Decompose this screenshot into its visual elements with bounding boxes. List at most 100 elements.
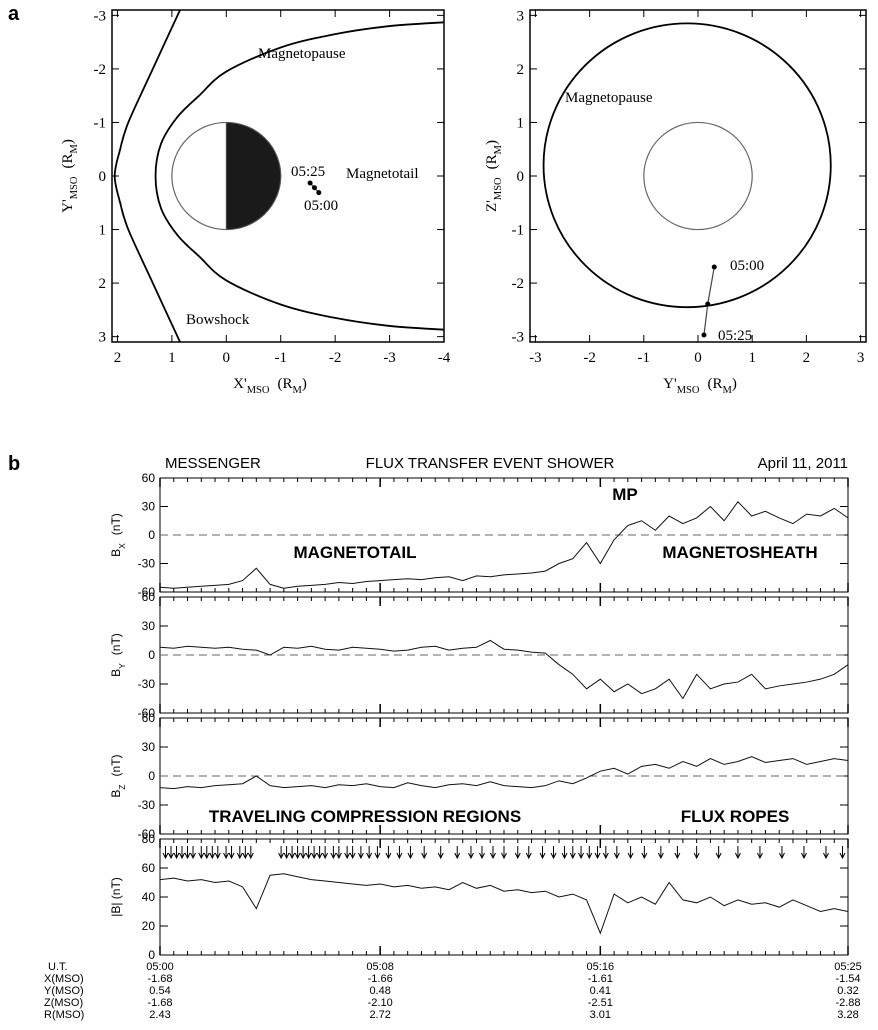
header-right: April 11, 2011: [758, 455, 848, 472]
annotation: MP: [612, 485, 638, 504]
y-tick-label: -3: [512, 330, 525, 346]
annotation: TRAVELING COMPRESSION REGIONS: [209, 807, 521, 826]
ephemeris-row-label: R(MSO): [44, 1009, 84, 1021]
axis-label-part: (nT): [109, 633, 123, 655]
data-line: [159, 639, 849, 700]
event-arrow: [198, 846, 205, 860]
event-arrow: [421, 846, 428, 860]
event-arrow: [184, 846, 191, 860]
event-arrow: [550, 846, 557, 860]
event-arrow: [514, 846, 521, 860]
event-arrow: [525, 846, 532, 860]
event-arrow: [569, 846, 576, 860]
event-arrow: [190, 846, 196, 860]
event-arrow: [641, 846, 648, 860]
event-arrow: [366, 846, 373, 860]
axis-label-part: (nT): [109, 513, 123, 535]
event-arrow: [168, 846, 174, 860]
event-arrow: [756, 846, 763, 860]
axis-label-subscript: M: [722, 385, 732, 396]
y-tick-label: -1: [94, 115, 107, 131]
axis-label-part: Z': [484, 200, 500, 212]
ephemeris-value: 0.32: [837, 985, 858, 997]
event-arrow: [396, 846, 403, 860]
axis-label-part: ): [60, 139, 76, 144]
event-arrow: [602, 846, 609, 860]
trajectory-label: 05:25: [291, 164, 325, 180]
event-arrow: [490, 846, 496, 860]
trajectory-label: 05:25: [718, 328, 752, 344]
y-tick-label: 60: [142, 471, 156, 485]
event-arrow: [300, 846, 307, 860]
event-arrow: [316, 846, 323, 860]
curve-label: Bowshock: [186, 312, 250, 328]
y-tick-label: -1: [512, 223, 525, 239]
event-arrow: [330, 846, 337, 860]
y-tick-label: 30: [142, 740, 156, 754]
y-tick-label: 0: [99, 169, 107, 185]
y-tick-label: 0: [517, 169, 525, 185]
event-arrow: [715, 846, 722, 860]
data-line: [159, 500, 849, 589]
axis-label-part: ): [302, 376, 307, 392]
y-tick-label: 0: [148, 648, 155, 662]
event-arrow: [349, 846, 356, 860]
event-arrow: [454, 846, 461, 860]
axis-label-part: X': [233, 376, 247, 392]
x-tick-label: -1: [274, 350, 287, 366]
x-tick-label: 05:16: [587, 961, 615, 973]
header-title: FLUX TRANSFER EVENT SHOWER: [366, 455, 615, 472]
axis-label: BZ (nT): [109, 754, 127, 797]
x-tick-label: 3: [857, 350, 865, 366]
axis-label-part: (R: [277, 376, 292, 392]
y-tick-label: 1: [517, 115, 525, 131]
y-tick-label: -30: [138, 798, 156, 812]
axis-label: X'MSO (RM): [233, 376, 307, 396]
event-arrow: [561, 846, 568, 860]
y-tick-label: 60: [142, 861, 156, 875]
y-tick-label: 0: [148, 528, 155, 542]
event-arrow: [693, 846, 700, 860]
boundary-curve: [542, 22, 832, 309]
annotation: Magnetotail: [346, 166, 418, 182]
x-tick-label: 05:08: [366, 961, 394, 973]
event-arrow: [437, 846, 444, 860]
event-arrow: [305, 846, 312, 860]
y-tick-label: -30: [138, 557, 156, 571]
event-arrow: [407, 846, 414, 860]
ephemeris-value: -2.51: [588, 997, 613, 1009]
y-tick-label: -2: [94, 62, 107, 78]
y-tick-label: 3: [517, 8, 525, 24]
ephemeris-value: -1.66: [368, 973, 393, 985]
x-tick-label: 0: [694, 350, 702, 366]
ephemeris-row-label: Z(MSO): [44, 997, 83, 1009]
y-tick-label: 0: [148, 769, 155, 783]
x-tick-label: 2: [114, 350, 122, 366]
x-tick-label: -3: [383, 350, 396, 366]
trajectory-label: 05:00: [304, 198, 338, 214]
y-tick-label: -3: [94, 8, 107, 24]
trajectory-point: [311, 185, 317, 191]
trajectory-label: 05:00: [730, 258, 764, 274]
event-arrow: [578, 846, 585, 860]
event-arrow: [228, 846, 235, 860]
y-tick-label: 1: [99, 223, 107, 239]
event-arrow: [209, 846, 216, 860]
ephemeris-row-label: X(MSO): [44, 973, 84, 985]
axis-label: BY (nT): [109, 633, 127, 677]
event-arrow: [539, 846, 546, 860]
event-arrow: [278, 846, 285, 860]
trajectory-point: [307, 180, 313, 186]
axis-label-subscript: MSO: [69, 176, 80, 199]
event-arrow: [214, 846, 221, 860]
trajectory-point: [711, 264, 717, 270]
y-tick-label: 0: [148, 948, 155, 962]
ephemeris-value: 3.01: [590, 1009, 611, 1021]
axis-label-part: B: [109, 790, 123, 798]
ephemeris-value: -2.10: [368, 997, 393, 1009]
panel-label: b: [8, 453, 20, 475]
ephemeris-value: 3.28: [837, 1009, 858, 1021]
event-arrow: [294, 846, 301, 860]
